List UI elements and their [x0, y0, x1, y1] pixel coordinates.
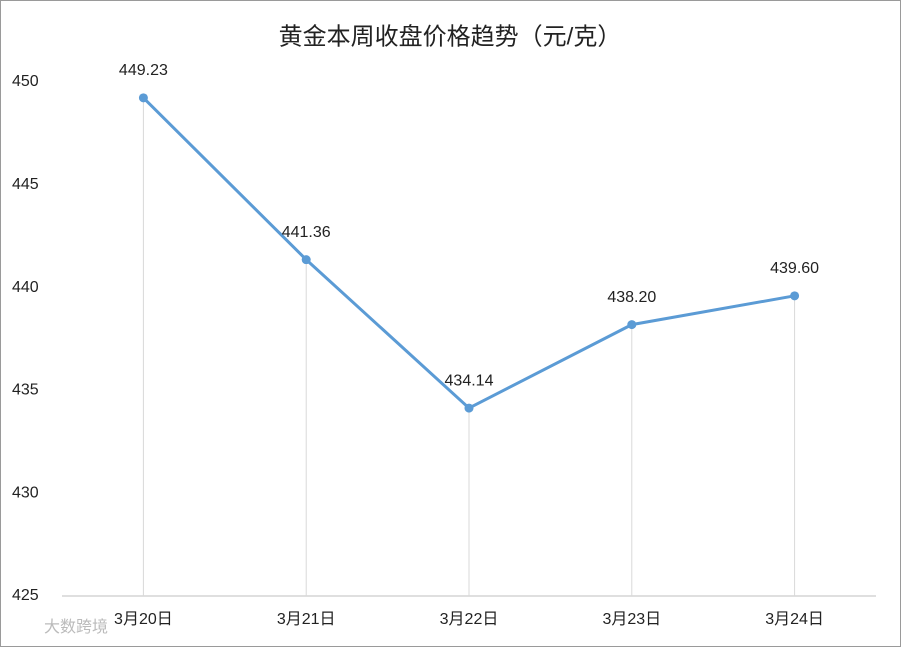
point	[790, 291, 800, 301]
watermark: 大数跨境	[44, 617, 108, 636]
y-tick-label: 450	[12, 73, 39, 90]
x-tick-label: 3月21日	[277, 611, 336, 628]
data-label: 438.20	[607, 289, 656, 306]
y-tick-label: 425	[12, 587, 39, 604]
y-tick-label: 440	[12, 279, 39, 296]
point	[464, 403, 474, 413]
data-label: 439.60	[770, 260, 819, 277]
y-tick-label: 445	[12, 176, 39, 193]
point	[301, 255, 311, 265]
x-tick-label: 3月24日	[765, 611, 824, 628]
chart-title: 黄金本周收盘价格趋势（元/克）	[279, 23, 622, 50]
point	[138, 93, 148, 103]
data-label: 449.23	[119, 62, 168, 79]
x-tick-label: 3月23日	[602, 611, 661, 628]
data-label: 434.14	[445, 372, 494, 389]
point	[627, 320, 637, 330]
y-tick-label: 435	[12, 382, 39, 399]
data-label: 441.36	[282, 224, 331, 241]
x-tick-label: 3月20日	[114, 611, 173, 628]
x-tick-label: 3月22日	[440, 611, 499, 628]
y-tick-label: 430	[12, 484, 39, 501]
